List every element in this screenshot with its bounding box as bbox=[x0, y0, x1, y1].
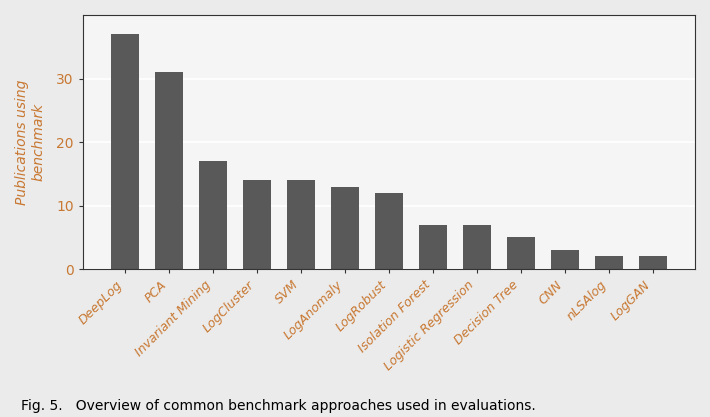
Bar bbox=[111, 34, 139, 269]
Bar bbox=[594, 256, 623, 269]
Bar bbox=[331, 186, 359, 269]
Bar bbox=[551, 250, 579, 269]
Bar bbox=[463, 225, 491, 269]
Bar bbox=[507, 237, 535, 269]
Bar bbox=[199, 161, 227, 269]
Bar bbox=[638, 256, 667, 269]
Bar bbox=[155, 72, 183, 269]
Text: Fig. 5.   Overview of common benchmark approaches used in evaluations.: Fig. 5. Overview of common benchmark app… bbox=[21, 399, 536, 413]
Y-axis label: Publications using
benchmark: Publications using benchmark bbox=[15, 79, 45, 205]
Bar bbox=[419, 225, 447, 269]
Bar bbox=[243, 180, 271, 269]
Bar bbox=[375, 193, 403, 269]
Bar bbox=[287, 180, 315, 269]
